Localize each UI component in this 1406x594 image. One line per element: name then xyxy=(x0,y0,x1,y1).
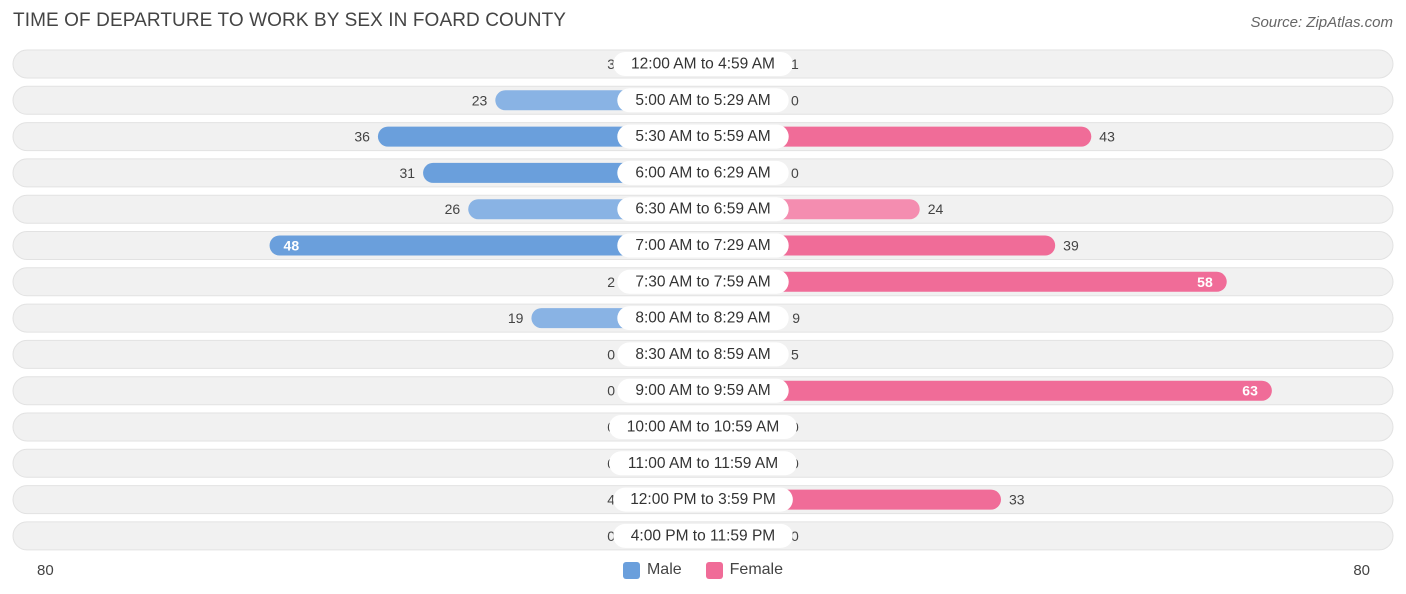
axis-left-max-label: 80 xyxy=(37,562,54,579)
value-label-female: 39 xyxy=(1063,238,1079,254)
value-label-male: 36 xyxy=(354,129,370,145)
category-label: 10:00 AM to 10:59 AM xyxy=(627,419,780,436)
axis-right-max-label: 80 xyxy=(1353,562,1370,579)
category-pill xyxy=(617,269,789,294)
source-label: Source: ZipAtlas.com xyxy=(1250,14,1393,31)
value-label-female: 0 xyxy=(791,92,799,108)
legend-label-female: Female xyxy=(729,561,784,578)
category-label: 12:00 AM to 4:59 AM xyxy=(631,56,775,73)
legend: Male Female xyxy=(0,561,1406,579)
category-pill xyxy=(617,378,789,403)
category-pill xyxy=(617,88,789,113)
category-label: 9:00 AM to 9:59 AM xyxy=(635,382,770,399)
value-label-male: 26 xyxy=(445,201,461,217)
value-label-female: 58 xyxy=(1197,274,1213,290)
value-label-male: 19 xyxy=(508,310,524,326)
legend-swatch-male xyxy=(622,561,640,579)
value-label-female: 43 xyxy=(1099,129,1115,145)
category-pill xyxy=(617,342,789,367)
category-pill xyxy=(609,415,797,439)
category-label: 8:00 AM to 8:29 AM xyxy=(635,310,770,327)
category-label: 8:30 AM to 8:59 AM xyxy=(635,346,770,363)
category-label: 7:00 AM to 7:29 AM xyxy=(635,237,770,254)
category-pill xyxy=(617,197,789,222)
bar-male xyxy=(269,235,703,256)
value-label-female: 5 xyxy=(791,346,799,362)
value-label-male: 31 xyxy=(399,165,415,181)
category-label: 6:30 AM to 6:59 AM xyxy=(635,201,770,218)
category-pill xyxy=(617,160,789,185)
category-pill xyxy=(613,52,793,76)
value-label-male: 0 xyxy=(607,528,615,544)
category-pill xyxy=(617,306,789,331)
value-label-male: 0 xyxy=(607,346,615,362)
category-label: 4:00 PM to 11:59 PM xyxy=(631,527,775,544)
category-pill xyxy=(617,124,789,149)
category-label: 7:30 AM to 7:59 AM xyxy=(635,273,770,290)
category-pill xyxy=(613,487,793,512)
bar-female xyxy=(703,380,1272,401)
value-label-male: 2 xyxy=(607,274,615,290)
legend-swatch-female xyxy=(705,561,723,579)
category-label: 5:00 AM to 5:29 AM xyxy=(635,92,770,109)
value-label-male: 23 xyxy=(472,92,488,108)
legend-item-female[interactable]: Female xyxy=(705,561,784,579)
value-label-female: 63 xyxy=(1242,383,1258,399)
category-label: 11:00 AM to 11:59 AM xyxy=(628,455,778,472)
category-pill xyxy=(617,233,789,258)
category-label: 5:30 AM to 5:59 AM xyxy=(635,128,770,145)
legend-item-male[interactable]: Male xyxy=(622,561,682,579)
value-label-female: 24 xyxy=(928,201,944,217)
bar-female xyxy=(703,235,1056,256)
value-label-female: 33 xyxy=(1009,492,1025,508)
value-label-female: 0 xyxy=(791,165,799,181)
value-label-male: 0 xyxy=(607,383,615,399)
legend-label-male: Male xyxy=(646,561,682,578)
value-label-female: 9 xyxy=(792,310,800,326)
value-label-male: 4 xyxy=(607,492,615,508)
bar-female xyxy=(703,126,1092,147)
bar-female xyxy=(703,271,1227,292)
value-label-female: 1 xyxy=(791,56,799,72)
value-label-female: 0 xyxy=(791,528,799,544)
value-label-male: 3 xyxy=(607,56,615,72)
value-label-male: 48 xyxy=(284,238,300,254)
category-pill xyxy=(613,523,793,548)
category-label: 12:00 PM to 3:59 PM xyxy=(630,491,776,508)
category-label: 6:00 AM to 6:29 AM xyxy=(635,164,770,181)
chart-title: TIME OF DEPARTURE TO WORK BY SEX IN FOAR… xyxy=(13,10,567,31)
category-pill xyxy=(609,451,797,476)
